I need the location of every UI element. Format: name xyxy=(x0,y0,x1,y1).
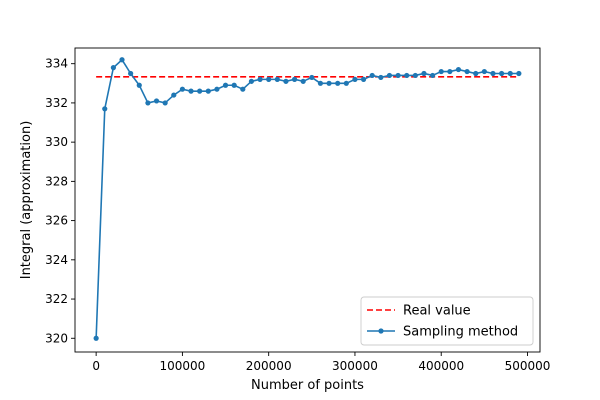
data-point xyxy=(266,76,272,82)
y-axis-label: Integral (approximation) xyxy=(19,121,34,280)
y-tick-label: 332 xyxy=(45,96,68,110)
data-point xyxy=(257,76,263,82)
x-tick-label: 0 xyxy=(92,359,100,373)
data-point xyxy=(300,78,306,84)
data-point xyxy=(429,72,436,79)
data-point xyxy=(352,76,358,82)
data-point xyxy=(335,80,341,86)
data-point xyxy=(110,65,116,71)
data-point xyxy=(464,68,470,75)
data-point xyxy=(481,68,487,75)
data-point xyxy=(145,100,151,106)
data-point xyxy=(274,76,280,82)
legend-label-1: Sampling method xyxy=(403,325,518,340)
data-point xyxy=(360,76,367,82)
data-point xyxy=(93,335,99,341)
data-point xyxy=(490,70,496,77)
data-point xyxy=(171,92,177,98)
data-point xyxy=(473,70,479,77)
data-point xyxy=(386,72,393,79)
plot-area xyxy=(93,57,522,341)
legend: Real value Sampling method xyxy=(360,296,534,346)
data-point xyxy=(283,78,289,84)
x-tick-label: 100000 xyxy=(160,359,206,373)
data-point xyxy=(240,86,246,92)
data-point xyxy=(222,82,229,88)
data-point xyxy=(317,80,324,86)
y-tick-label: 320 xyxy=(45,331,68,345)
x-tick-label: 400000 xyxy=(418,359,464,373)
x-axis-label: Number of points xyxy=(251,378,364,393)
data-point xyxy=(395,72,401,79)
data-point xyxy=(378,74,384,81)
data-point xyxy=(438,68,444,75)
data-point xyxy=(248,78,255,84)
data-point xyxy=(153,98,160,104)
legend-box xyxy=(360,296,534,346)
y-tick-label: 324 xyxy=(45,253,68,267)
data-point xyxy=(499,70,505,77)
y-tick-label: 326 xyxy=(45,214,68,228)
y-tick-label: 328 xyxy=(45,174,68,188)
data-point xyxy=(447,68,453,75)
x-tick-label: 300000 xyxy=(332,359,378,373)
data-point xyxy=(188,88,194,94)
data-point xyxy=(404,72,410,79)
data-point xyxy=(516,70,522,77)
data-point xyxy=(214,86,220,92)
data-point xyxy=(326,80,332,86)
x-tick-label: 200000 xyxy=(246,359,292,373)
data-point xyxy=(343,80,349,86)
y-tick-label: 334 xyxy=(45,57,68,71)
x-tick-label: 500000 xyxy=(505,359,551,373)
data-point xyxy=(128,70,134,77)
y-tick-label: 330 xyxy=(45,135,68,149)
data-point xyxy=(119,57,125,63)
data-point xyxy=(291,76,298,82)
data-point xyxy=(412,72,418,79)
legend-marker-1 xyxy=(378,328,384,334)
axes-frame xyxy=(74,47,541,353)
data-point xyxy=(102,106,108,112)
data-point xyxy=(369,72,375,79)
data-point xyxy=(197,88,203,94)
data-point xyxy=(136,82,142,88)
axes: 0 100000 200000 300000 400000 500000 320 322 324… xyxy=(45,47,551,373)
legend-label-0: Real value xyxy=(403,304,471,319)
data-point xyxy=(455,66,462,73)
data-point xyxy=(162,100,168,106)
y-tick-label: 322 xyxy=(45,292,68,306)
data-point xyxy=(231,82,237,88)
data-point xyxy=(179,86,186,92)
data-point xyxy=(421,70,427,77)
data-point xyxy=(309,74,315,81)
data-point xyxy=(205,88,211,94)
data-point xyxy=(507,70,513,77)
